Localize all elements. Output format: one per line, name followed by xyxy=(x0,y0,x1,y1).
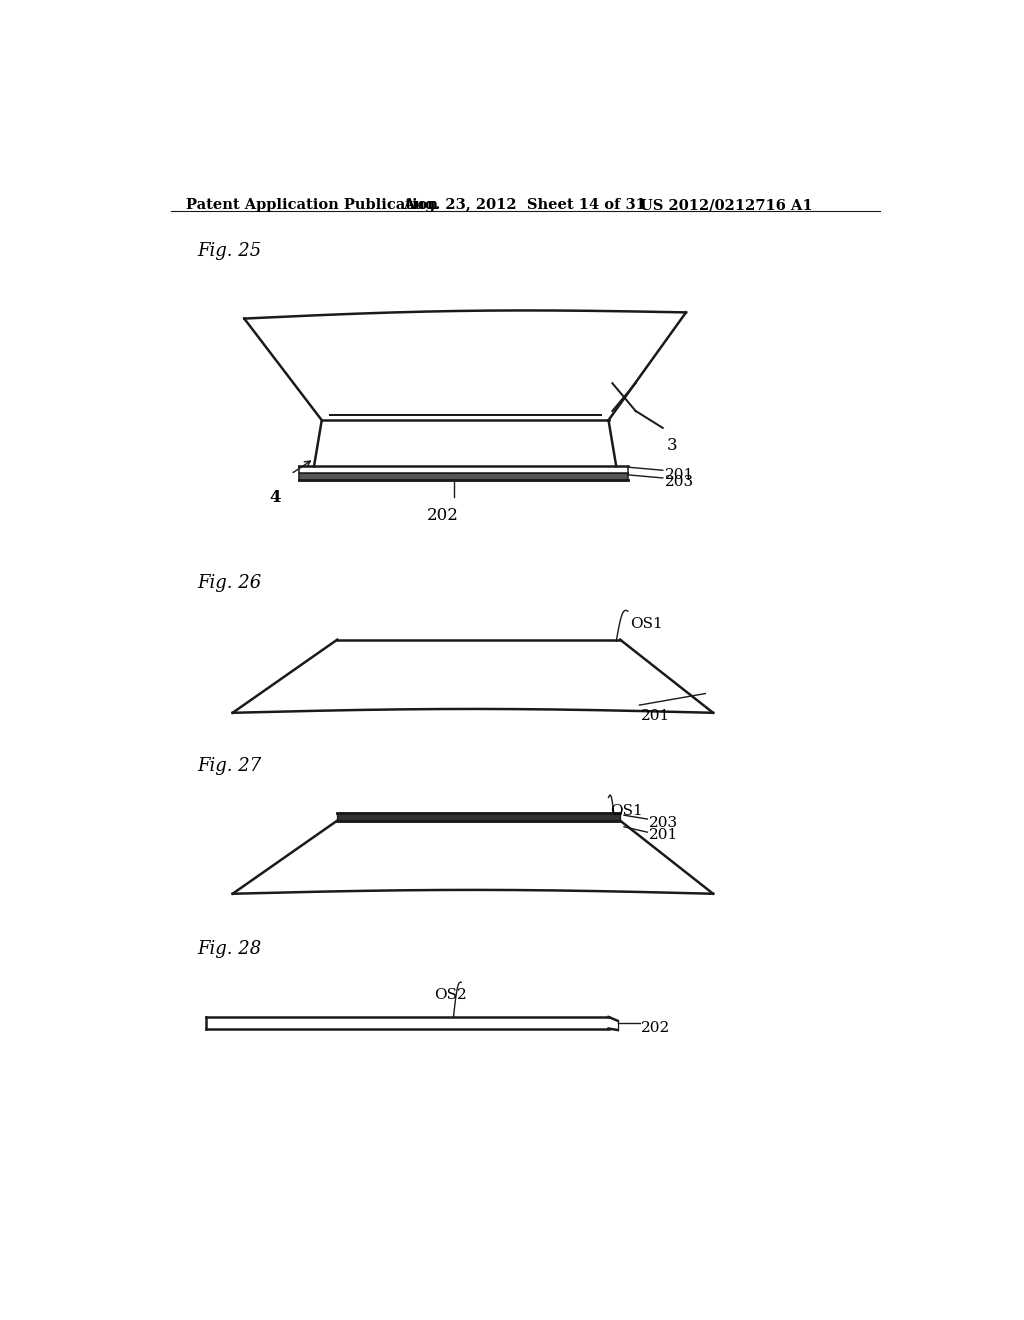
Text: 202: 202 xyxy=(641,1020,671,1035)
Text: Fig. 27: Fig. 27 xyxy=(198,758,262,775)
Polygon shape xyxy=(299,473,628,480)
Text: Aug. 23, 2012  Sheet 14 of 31: Aug. 23, 2012 Sheet 14 of 31 xyxy=(403,198,646,213)
Text: Fig. 26: Fig. 26 xyxy=(198,574,262,593)
Text: 4: 4 xyxy=(269,490,281,507)
Text: 3: 3 xyxy=(667,437,677,454)
Text: 201: 201 xyxy=(649,829,678,842)
Text: Fig. 28: Fig. 28 xyxy=(198,940,262,958)
Text: 203: 203 xyxy=(649,816,678,830)
Text: 201: 201 xyxy=(665,469,694,482)
Text: 201: 201 xyxy=(641,709,671,723)
Text: US 2012/0212716 A1: US 2012/0212716 A1 xyxy=(640,198,812,213)
Polygon shape xyxy=(337,813,621,821)
Text: Patent Application Publication: Patent Application Publication xyxy=(186,198,438,213)
Text: OS1: OS1 xyxy=(630,618,663,631)
Text: OS1: OS1 xyxy=(610,804,643,817)
Text: 202: 202 xyxy=(426,507,459,524)
Text: Fig. 25: Fig. 25 xyxy=(198,242,262,260)
Text: 203: 203 xyxy=(665,475,694,488)
Text: OS2: OS2 xyxy=(434,989,467,1002)
